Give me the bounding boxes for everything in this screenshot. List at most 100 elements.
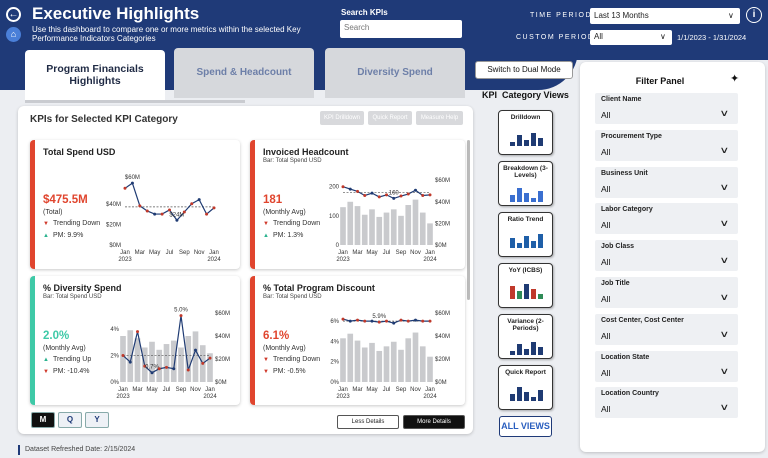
pm-row: ▲ PM: 9.9% (43, 232, 83, 239)
kpi-point (377, 195, 381, 199)
view-icon (510, 188, 543, 202)
view-label: Variance (2-Periods) (507, 318, 544, 332)
bar (383, 346, 390, 382)
trend-arrow: ▼ (43, 221, 49, 227)
filter-dropdown[interactable]: Location State All ∨ (595, 350, 738, 382)
card-subtitle: Bar: Total Spend USD (263, 158, 322, 164)
y-tick-label: 200 (329, 185, 340, 191)
filter-label: Business Unit (601, 169, 648, 177)
kpi-point (348, 187, 352, 191)
year-label: 2023 (336, 257, 350, 263)
kpi-card: Invoiced Headcount Bar: Total Spend USD 18… (250, 140, 465, 269)
panel-button[interactable]: KPI Drilldown (320, 111, 364, 125)
kpi-point (128, 360, 132, 364)
search-placeholder: Search (344, 23, 370, 32)
tab[interactable]: Diversity Spend (325, 48, 465, 98)
x-tick-label: Sep (396, 387, 407, 393)
view-icon (510, 342, 543, 355)
card-accent (30, 140, 35, 269)
y-tick-label: 2% (110, 353, 119, 359)
chevron: ∨ (719, 292, 730, 302)
chevron: ∨ (728, 11, 734, 20)
year-label: 2023 (336, 394, 350, 400)
bar (170, 340, 177, 382)
filter-dropdown[interactable]: Client Name All ∨ (595, 93, 738, 124)
filter-label: Job Title (601, 280, 630, 287)
filter-dropdown[interactable]: Business Unit All ∨ (595, 166, 738, 198)
view-button[interactable]: Ratio Trend (498, 212, 553, 257)
filter-value: All (601, 146, 611, 157)
filter-dropdown[interactable]: Cost Center, Cost Center All ∨ (595, 313, 738, 345)
x-tick-label: May (146, 387, 157, 393)
card-title: % Diversity Spend (43, 283, 122, 293)
card-title: Invoiced Headcount (263, 147, 349, 157)
view-button[interactable]: Variance (2-Periods) (498, 314, 553, 359)
period-button[interactable]: Q (58, 412, 82, 428)
x-tick-label: Jul (166, 250, 174, 256)
filter-dropdown[interactable]: Job Title All ∨ (595, 277, 738, 308)
kpi-point (392, 196, 396, 200)
card-accent (30, 276, 35, 405)
clear-filters-icon[interactable]: ✦ (730, 73, 740, 85)
x-tick-label: Jan (425, 250, 435, 256)
all-views-button[interactable]: ALL VIEWS (499, 416, 552, 437)
custom-period-dropdown[interactable]: All (590, 30, 672, 45)
search-box[interactable]: Search (340, 20, 462, 38)
chevron: ∨ (719, 218, 730, 229)
time-period-dropdown[interactable]: Last 13 Months (590, 8, 740, 24)
period-button[interactable]: Y (85, 412, 109, 428)
home-button[interactable]: ⌂ (6, 27, 21, 42)
pm-text: PM: -10.4% (52, 368, 90, 375)
y2-tick-label: $40M (435, 334, 450, 340)
filter-dropdown[interactable]: Labor Category All ∨ (595, 203, 738, 235)
view-button[interactable]: Breakdown (3-Levels) (498, 161, 553, 206)
bar (340, 338, 346, 382)
y2-tick-label: $60M (435, 178, 450, 184)
kpi-point (201, 361, 205, 365)
chevron: ∨ (719, 255, 730, 266)
tab-underline (25, 100, 245, 103)
x-tick-label: Jan (120, 250, 130, 256)
x-tick-label: Sep (396, 250, 407, 256)
info-button[interactable]: i (746, 7, 762, 23)
view-button[interactable]: Drilldown (498, 110, 553, 155)
x-tick-label: Nov (194, 250, 205, 256)
bar (398, 349, 404, 382)
filter-dropdown[interactable]: Location Country All ∨ (595, 387, 738, 419)
trend-text: Trending Up (52, 356, 92, 363)
filter-dropdown[interactable]: Job Class All ∨ (595, 240, 738, 272)
filter-value: All (601, 404, 611, 415)
filter-value: All (601, 367, 611, 378)
kpi-point (421, 319, 425, 323)
tab[interactable]: Spend & Headcount (174, 48, 314, 98)
period-button[interactable]: M (31, 412, 55, 428)
year-label: 2024 (207, 257, 221, 263)
bar (163, 344, 170, 382)
bar (340, 207, 346, 245)
custom-period-value: All (594, 32, 603, 41)
x-tick-label: May (149, 250, 160, 256)
view-button[interactable]: YoY (ICBS) (498, 263, 553, 308)
panel-button[interactable]: Measure Help (416, 111, 463, 125)
card-subtitle: Bar: Total Spend USD (43, 294, 102, 300)
y2-tick-label: $20M (435, 221, 450, 227)
switch-button[interactable]: Switch to Dual Mode (475, 61, 573, 79)
value-label: $24M (169, 212, 184, 218)
filter-dropdown[interactable]: Procurement Type All ∨ (595, 129, 738, 161)
filter-value: All (601, 330, 611, 341)
mini-chart: $0M $20M $40M $60M 0% 2% 4% 6% 5.9% Jan Mar May Jul S… (330, 311, 450, 400)
back-button[interactable]: ← (6, 7, 21, 22)
panel-button[interactable]: Quick Report (368, 111, 412, 125)
detail-button[interactable]: Less Details (337, 415, 399, 429)
tab[interactable]: Program Financials Highlights (25, 50, 165, 100)
y-tick-label: 0% (330, 380, 339, 386)
bar (347, 201, 354, 245)
card-title: % Total Program Discount (263, 283, 375, 293)
kpi-point (130, 181, 134, 185)
view-button[interactable]: Quick Report (498, 365, 553, 410)
bar (361, 214, 368, 245)
detail-button[interactable]: More Details (403, 415, 465, 429)
bar (412, 332, 419, 382)
view-label: Drilldown (510, 114, 541, 121)
x-tick-label: Nov (410, 250, 421, 256)
